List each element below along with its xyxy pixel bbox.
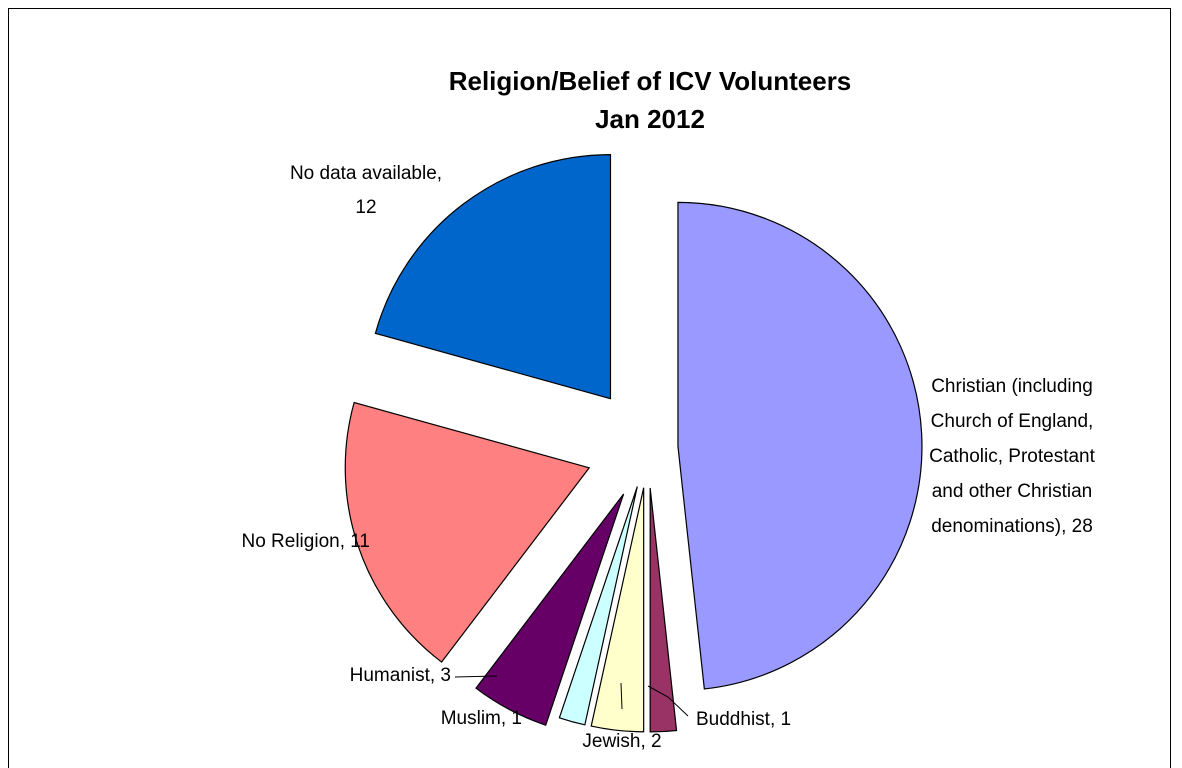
pie-slice-2 <box>590 487 645 733</box>
slice-label-6: No data available, 12 <box>290 163 442 218</box>
slice-label-5: No Religion, 11 <box>241 531 370 552</box>
slice-label-line: 12 <box>355 197 376 218</box>
slice-label-line: Humanist, 3 <box>350 665 451 686</box>
chart-title-line-2: Jan 2012 <box>595 104 705 134</box>
slice-label-4: Humanist, 3 <box>350 665 451 686</box>
slice-label-line: Church of England, <box>931 411 1094 432</box>
slice-label-line: and other Christian <box>932 481 1093 502</box>
slice-label-3: Muslim, 1 <box>441 708 522 729</box>
pie-slice-3 <box>558 486 638 726</box>
slice-label-line: No Religion, 11 <box>241 531 370 552</box>
leader-line-4 <box>454 675 498 678</box>
slice-label-1: Buddhist, 1 <box>696 709 791 730</box>
slice-label-line: Muslim, 1 <box>441 708 522 729</box>
slice-label-line: No data available, <box>290 163 442 184</box>
leader-line-2 <box>620 682 623 710</box>
slice-label-line: Christian (including <box>931 376 1093 397</box>
chart-title-line-1: Religion/Belief of ICV Volunteers <box>449 66 852 96</box>
slice-label-0: Christian (including Church of England, Ca… <box>929 376 1096 537</box>
leader-line-1 <box>647 685 689 717</box>
slice-label-line: Jewish, 2 <box>582 731 661 752</box>
pie-slice-1 <box>649 487 678 733</box>
pie-slice-0 <box>677 201 923 690</box>
slice-label-line: denominations), 28 <box>931 516 1093 537</box>
pie-slice-5 <box>344 401 591 663</box>
slice-label-line: Catholic, Protestant <box>929 446 1096 467</box>
pie-slice-4 <box>475 493 625 726</box>
slice-label-2: Jewish, 2 <box>582 731 661 752</box>
slice-label-line: Buddhist, 1 <box>696 709 791 730</box>
pie-slice-6 <box>374 154 612 400</box>
